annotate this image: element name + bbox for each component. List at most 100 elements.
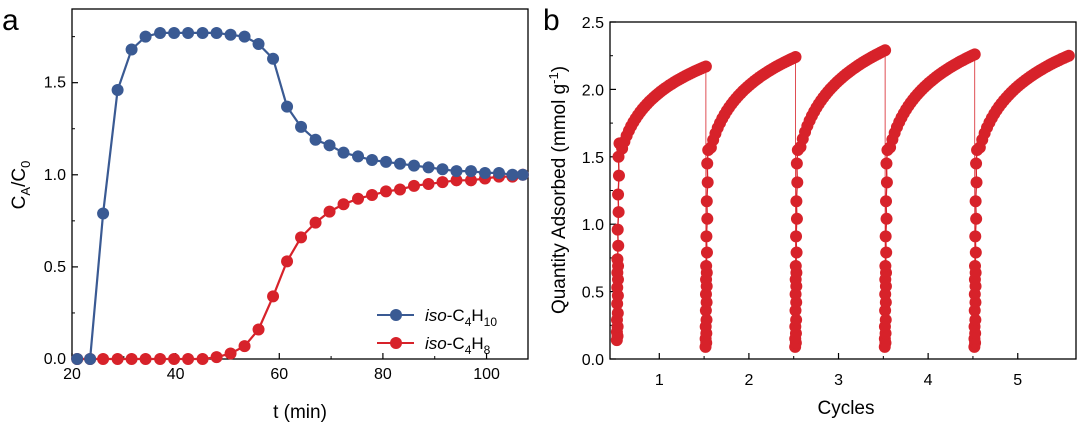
b-point-cycle-3 — [790, 313, 803, 326]
b-x-tick-label: 1 — [655, 372, 664, 389]
panel-a-series-points — [71, 26, 529, 365]
panel-b-x-axis-title: Cycles — [817, 398, 874, 419]
b-point-cycle-4 — [879, 313, 892, 326]
y-title-c0: C — [9, 168, 30, 182]
a-point-1 — [111, 353, 124, 365]
b-point-cycle-4 — [879, 230, 892, 243]
b-point-cycle-1 — [612, 206, 625, 219]
a-point-1 — [125, 353, 138, 365]
b-point-cycle-5 — [969, 195, 982, 208]
b-point-cycle-5 — [970, 176, 983, 189]
a-point-0 — [352, 150, 365, 163]
a-point-1 — [168, 353, 181, 365]
b-y-tick-label: 0.5 — [582, 285, 604, 302]
b-point-cycle-2 — [789, 51, 802, 64]
y-title-sub-a: A — [18, 187, 33, 196]
b-cycle-line-1 — [616, 65, 707, 341]
a-point-0 — [422, 161, 435, 174]
panel-a-y-axis-title: CA/C0 — [9, 161, 33, 210]
b-cycle-line-2 — [704, 56, 796, 348]
a-point-0 — [125, 43, 138, 56]
b-point-cycle-4 — [880, 212, 893, 225]
panel-a-x-axis-title: t (min) — [273, 402, 327, 423]
a-point-0 — [323, 139, 336, 152]
b-point-cycle-3 — [790, 246, 803, 259]
a-point-1 — [465, 174, 477, 187]
b-y-tick-label: 2.5 — [582, 15, 604, 32]
b-point-cycle-3 — [790, 230, 803, 243]
a-point-1 — [182, 353, 195, 365]
a-point-0 — [252, 38, 265, 50]
a-point-0 — [154, 26, 167, 39]
y-title-c: C — [9, 196, 30, 210]
a-point-0 — [111, 84, 124, 97]
a-point-1 — [210, 351, 223, 364]
a-y-tick-label: 1.0 — [44, 167, 66, 184]
b-point-cycle-1 — [611, 253, 624, 266]
a-point-0 — [182, 26, 195, 39]
b-point-cycle-3 — [790, 157, 803, 170]
legend-marker-iso-c4h10 — [390, 309, 402, 321]
y-title-tail: ) — [549, 66, 570, 72]
a-point-0 — [408, 159, 420, 172]
a-point-1 — [309, 216, 322, 229]
a-point-0 — [224, 28, 237, 41]
a-point-0 — [238, 30, 251, 43]
b-point-cycle-5 — [969, 259, 982, 272]
a-x-tick-label: 80 — [374, 366, 392, 383]
b-point-cycle-1 — [612, 239, 625, 252]
a-point-1 — [97, 353, 110, 365]
a-point-0 — [139, 30, 152, 43]
y-title-sub-0: 0 — [18, 161, 33, 168]
b-point-cycle-2 — [701, 157, 714, 170]
a-point-0 — [97, 207, 110, 220]
a-point-1 — [352, 192, 365, 205]
b-point-cycle-2 — [701, 176, 714, 189]
b-point-cycle-5 — [970, 157, 983, 170]
b-y-tick-label: 0.0 — [582, 352, 604, 369]
a-point-0 — [436, 163, 449, 176]
b-x-tick-label: 3 — [834, 372, 843, 389]
b-point-cycle-3 — [789, 259, 802, 272]
a-y-tick-label: 0.5 — [44, 259, 66, 276]
b-point-cycle-2 — [701, 212, 714, 225]
a-point-0 — [492, 166, 505, 179]
a-point-1 — [196, 353, 209, 365]
a-point-1 — [380, 185, 393, 198]
a-x-tick-label: 60 — [270, 366, 288, 383]
b-point-cycle-4 — [880, 157, 893, 170]
a-point-0 — [450, 165, 463, 178]
a-point-0 — [465, 165, 477, 178]
a-point-1 — [238, 340, 251, 353]
a-point-0 — [394, 157, 407, 170]
a-point-0 — [71, 353, 84, 365]
b-point-cycle-4 — [879, 259, 892, 272]
b-point-cycle-1 — [611, 223, 624, 236]
legend-marker-iso-c4h8 — [390, 337, 402, 349]
panel-b-y-axis-title: Quantity Adsorbed (mmol g-1) — [546, 66, 570, 314]
panel-a-frame — [71, 8, 529, 360]
a-point-0 — [380, 155, 393, 168]
b-point-cycle-1 — [611, 307, 624, 320]
a-series-line-1 — [77, 173, 523, 361]
b-point-cycle-4 — [880, 195, 893, 208]
b-point-cycle-3 — [791, 176, 804, 189]
a-point-1 — [295, 231, 308, 244]
panel-b: b 1 2 3 4 5 0.0 0.5 1.0 1.5 2.0 2.5 Cycles Quantit… — [543, 4, 1077, 419]
a-point-0 — [366, 154, 379, 167]
panel-b-series-points — [610, 44, 1075, 353]
a-x-tick-label: 20 — [63, 366, 81, 383]
b-point-cycle-4 — [880, 176, 893, 189]
a-point-1 — [436, 176, 449, 189]
b-point-cycle-5 — [969, 313, 982, 326]
a-point-1 — [267, 290, 280, 303]
y-title-main: Quantity Adsorbed (mmol g — [549, 84, 570, 314]
panel-b-ticks: 1 2 3 4 5 0.0 0.5 1.0 1.5 2.0 2.5 — [582, 15, 1023, 389]
a-point-0 — [295, 120, 308, 133]
a-point-1 — [366, 189, 379, 202]
b-point-cycle-4 — [880, 246, 893, 259]
a-y-tick-label: 0.0 — [44, 351, 66, 368]
b-point-cycle-3 — [790, 212, 803, 225]
a-point-1 — [394, 183, 407, 196]
